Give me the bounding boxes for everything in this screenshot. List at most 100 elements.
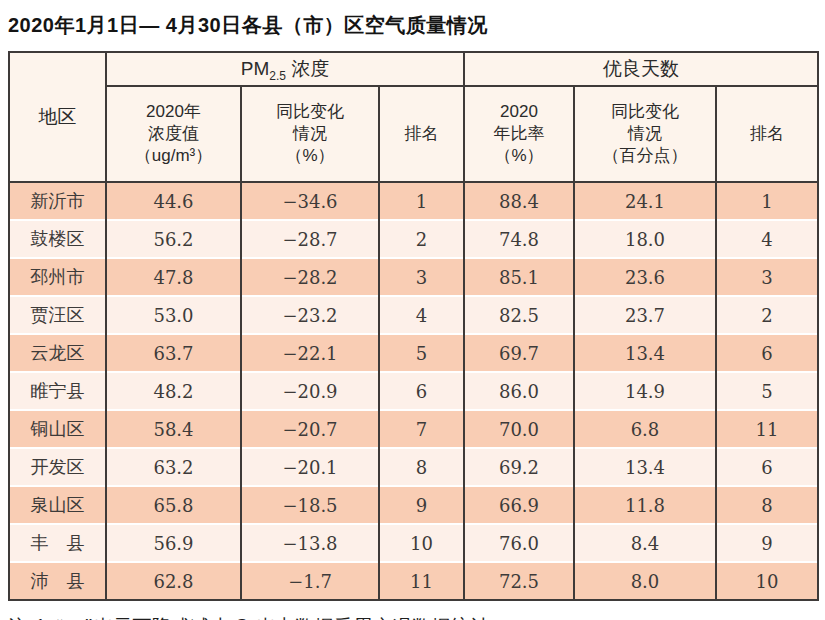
air-quality-table: 地区 PM2.5 浓度 优良天数 2020年 浓度值 （ug/m³） 同比变化 … bbox=[8, 51, 819, 601]
footnote: 注:1.“—”表示下降或减少;2.表中数据采用实况数据统计。 bbox=[8, 614, 825, 620]
pm-change-cell: −18.5 bbox=[241, 486, 379, 524]
table-row: 鼓楼区 56.2 −28.7 2 74.8 18.0 4 bbox=[9, 220, 818, 258]
pm-rank-cell: 1 bbox=[379, 182, 464, 220]
region-cell: 贾汪区 bbox=[9, 296, 106, 334]
days-change-cell: 8.4 bbox=[574, 524, 716, 562]
days-rank-cell: 5 bbox=[716, 372, 818, 410]
column-header-region: 地区 bbox=[9, 52, 106, 182]
table-row: 铜山区 58.4 −20.7 7 70.0 6.8 11 bbox=[9, 410, 818, 448]
pm-value-cell: 53.0 bbox=[106, 296, 241, 334]
pm-value-cell: 48.2 bbox=[106, 372, 241, 410]
days-ratio-cell: 88.4 bbox=[464, 182, 574, 220]
pm-value-cell: 63.2 bbox=[106, 448, 241, 486]
table-row: 丰 县 56.9 −13.8 10 76.0 8.4 9 bbox=[9, 524, 818, 562]
pm-change-cell: −20.9 bbox=[241, 372, 379, 410]
days-rank-cell: 6 bbox=[716, 448, 818, 486]
days-change-cell: 6.8 bbox=[574, 410, 716, 448]
pm-value-cell: 63.7 bbox=[106, 334, 241, 372]
pm-change-cell: −28.2 bbox=[241, 258, 379, 296]
pm-rank-cell: 9 bbox=[379, 486, 464, 524]
days-ratio-cell: 66.9 bbox=[464, 486, 574, 524]
page-title: 2020年1月1日— 4月30日各县（市）区空气质量情况 bbox=[0, 6, 825, 51]
pm-change-cell: −13.8 bbox=[241, 524, 379, 562]
column-header-days-ratio: 2020 年比率 （%） bbox=[464, 86, 574, 182]
days-rank-cell: 11 bbox=[716, 410, 818, 448]
section-header-pm25: PM2.5 浓度 bbox=[106, 52, 464, 86]
pm-rank-cell: 10 bbox=[379, 524, 464, 562]
region-cell: 睢宁县 bbox=[9, 372, 106, 410]
days-change-cell: 13.4 bbox=[574, 334, 716, 372]
pm-rank-cell: 11 bbox=[379, 562, 464, 600]
pm-value-cell: 56.9 bbox=[106, 524, 241, 562]
column-header-days-rank: 排名 bbox=[716, 86, 818, 182]
days-change-cell: 13.4 bbox=[574, 448, 716, 486]
pm-change-cell: −28.7 bbox=[241, 220, 379, 258]
region-cell: 鼓楼区 bbox=[9, 220, 106, 258]
region-cell: 沛 县 bbox=[9, 562, 106, 600]
region-cell: 云龙区 bbox=[9, 334, 106, 372]
table-body: 新沂市 44.6 −34.6 1 88.4 24.1 1 鼓楼区 56.2 −2… bbox=[9, 182, 818, 600]
pm-change-cell: −20.7 bbox=[241, 410, 379, 448]
pm-value-cell: 44.6 bbox=[106, 182, 241, 220]
days-ratio-cell: 85.1 bbox=[464, 258, 574, 296]
table-row: 贾汪区 53.0 −23.2 4 82.5 23.7 2 bbox=[9, 296, 818, 334]
days-ratio-cell: 69.2 bbox=[464, 448, 574, 486]
days-rank-cell: 9 bbox=[716, 524, 818, 562]
region-cell: 丰 县 bbox=[9, 524, 106, 562]
column-header-pm-rank: 排名 bbox=[379, 86, 464, 182]
days-change-cell: 14.9 bbox=[574, 372, 716, 410]
pm-rank-cell: 6 bbox=[379, 372, 464, 410]
column-header-days-change: 同比变化 情况 （百分点） bbox=[574, 86, 716, 182]
page: 2020年1月1日— 4月30日各县（市）区空气质量情况 地区 PM2.5 浓度… bbox=[0, 0, 825, 620]
pm-subscript: 2.5 bbox=[269, 68, 286, 82]
days-rank-cell: 2 bbox=[716, 296, 818, 334]
pm-change-cell: −20.1 bbox=[241, 448, 379, 486]
column-header-pm-change: 同比变化 情况 （%） bbox=[241, 86, 379, 182]
days-ratio-cell: 69.7 bbox=[464, 334, 574, 372]
days-ratio-cell: 76.0 bbox=[464, 524, 574, 562]
days-change-cell: 23.7 bbox=[574, 296, 716, 334]
days-rank-cell: 3 bbox=[716, 258, 818, 296]
table-row: 云龙区 63.7 −22.1 5 69.7 13.4 6 bbox=[9, 334, 818, 372]
section-header-good-days: 优良天数 bbox=[464, 52, 818, 86]
days-ratio-cell: 70.0 bbox=[464, 410, 574, 448]
days-rank-cell: 8 bbox=[716, 486, 818, 524]
days-change-cell: 8.0 bbox=[574, 562, 716, 600]
days-rank-cell: 4 bbox=[716, 220, 818, 258]
days-ratio-cell: 82.5 bbox=[464, 296, 574, 334]
region-cell: 新沂市 bbox=[9, 182, 106, 220]
days-change-cell: 24.1 bbox=[574, 182, 716, 220]
days-change-cell: 11.8 bbox=[574, 486, 716, 524]
days-ratio-cell: 72.5 bbox=[464, 562, 574, 600]
pm-value-cell: 47.8 bbox=[106, 258, 241, 296]
pm-value-cell: 56.2 bbox=[106, 220, 241, 258]
pm-rank-cell: 3 bbox=[379, 258, 464, 296]
days-rank-cell: 10 bbox=[716, 562, 818, 600]
column-header-pm-value: 2020年 浓度值 （ug/m³） bbox=[106, 86, 241, 182]
days-change-cell: 23.6 bbox=[574, 258, 716, 296]
pm-change-cell: −34.6 bbox=[241, 182, 379, 220]
pm-change-cell: −22.1 bbox=[241, 334, 379, 372]
days-change-cell: 18.0 bbox=[574, 220, 716, 258]
pm-value-cell: 62.8 bbox=[106, 562, 241, 600]
days-rank-cell: 6 bbox=[716, 334, 818, 372]
region-cell: 邳州市 bbox=[9, 258, 106, 296]
pm-change-cell: −1.7 bbox=[241, 562, 379, 600]
table-row: 新沂市 44.6 −34.6 1 88.4 24.1 1 bbox=[9, 182, 818, 220]
pm-rank-cell: 2 bbox=[379, 220, 464, 258]
table-row: 睢宁县 48.2 −20.9 6 86.0 14.9 5 bbox=[9, 372, 818, 410]
table-row: 开发区 63.2 −20.1 8 69.2 13.4 6 bbox=[9, 448, 818, 486]
pm-rank-cell: 5 bbox=[379, 334, 464, 372]
days-rank-cell: 1 bbox=[716, 182, 818, 220]
pm-label: 浓度 bbox=[291, 58, 329, 79]
table-row: 邳州市 47.8 −28.2 3 85.1 23.6 3 bbox=[9, 258, 818, 296]
pm-rank-cell: 8 bbox=[379, 448, 464, 486]
pm-prefix: PM bbox=[241, 58, 270, 79]
pm-change-cell: −23.2 bbox=[241, 296, 379, 334]
region-cell: 铜山区 bbox=[9, 410, 106, 448]
table-row: 泉山区 65.8 −18.5 9 66.9 11.8 8 bbox=[9, 486, 818, 524]
pm-rank-cell: 4 bbox=[379, 296, 464, 334]
region-cell: 开发区 bbox=[9, 448, 106, 486]
pm-value-cell: 58.4 bbox=[106, 410, 241, 448]
days-ratio-cell: 86.0 bbox=[464, 372, 574, 410]
